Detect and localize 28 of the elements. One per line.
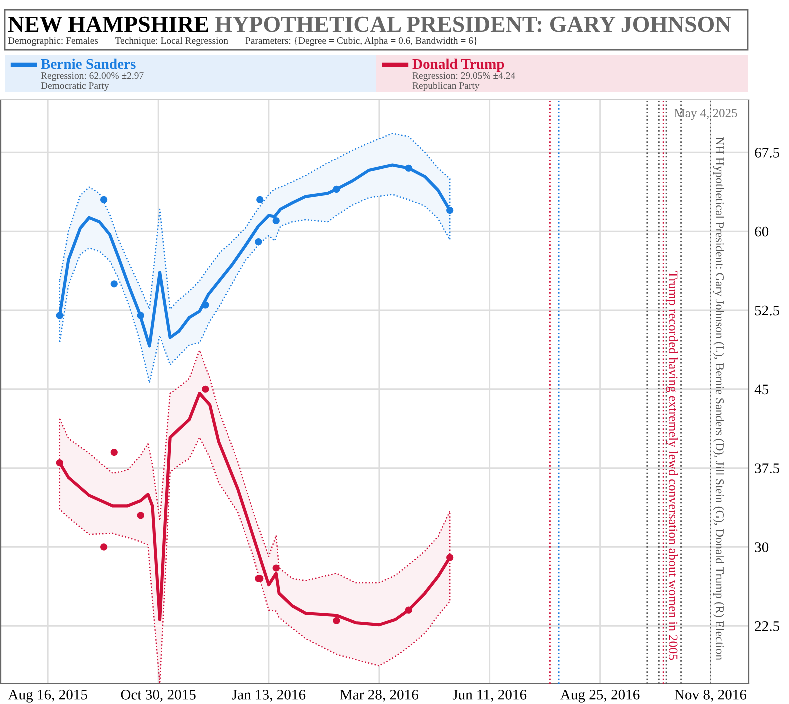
ref-line-label: Trump recorded having extremely lewd conversation about women in 2005 bbox=[666, 271, 678, 660]
x-tick-label: Nov 8, 2016 bbox=[674, 690, 747, 702]
x-tick-label: Mar 28, 2016 bbox=[340, 690, 418, 702]
text: Parameters: {Degree = Cubic, Alpha = 0.6, Bandwidth = 6} bbox=[246, 37, 478, 46]
x-tick-label: Jun 11, 2016 bbox=[452, 690, 527, 702]
text: Demographic: Females bbox=[8, 37, 98, 46]
ref-line-label: NH Hypothetical President: Gary Johnson (L), Bernie Sanders (D), Jill Stein (G), Donald Trump (R) Election bbox=[713, 137, 724, 660]
y-tick-label: 37.5 bbox=[755, 464, 780, 474]
x-tick-label: Oct 30, 2015 bbox=[121, 690, 196, 702]
chart-title: NEW HAMPSHIRE bbox=[8, 16, 208, 32]
y-tick-label: 60 bbox=[755, 226, 769, 237]
text: Technique: Local Regression bbox=[115, 37, 228, 46]
y-tick-label: 45 bbox=[754, 384, 769, 395]
y-tick-label: 52.5 bbox=[755, 306, 780, 316]
text: Regression: 62.00% ±2.97 bbox=[41, 72, 144, 82]
legend-label: Donald Trump bbox=[412, 58, 504, 72]
y-tick-label: 30 bbox=[755, 542, 769, 552]
annotation: May 4, 2025 bbox=[674, 109, 738, 120]
text: Republican Party bbox=[412, 82, 480, 92]
text: Regression: 29.05% ±4.24 bbox=[412, 72, 516, 82]
y-tick-label: 22.5 bbox=[755, 622, 780, 632]
legend-label: Bernie Sanders bbox=[41, 58, 136, 70]
text: Democratic Party bbox=[41, 82, 110, 92]
chart-subtitle: HYPOTHETICAL PRESIDENT: GARY JOHNSON bbox=[215, 16, 732, 32]
x-tick-label: Aug 16, 2015 bbox=[8, 690, 88, 703]
x-tick-label: Aug 25, 2016 bbox=[560, 690, 640, 703]
x-tick-label: Jan 13, 2016 bbox=[232, 690, 306, 702]
y-tick-label: 67.5 bbox=[755, 148, 780, 158]
